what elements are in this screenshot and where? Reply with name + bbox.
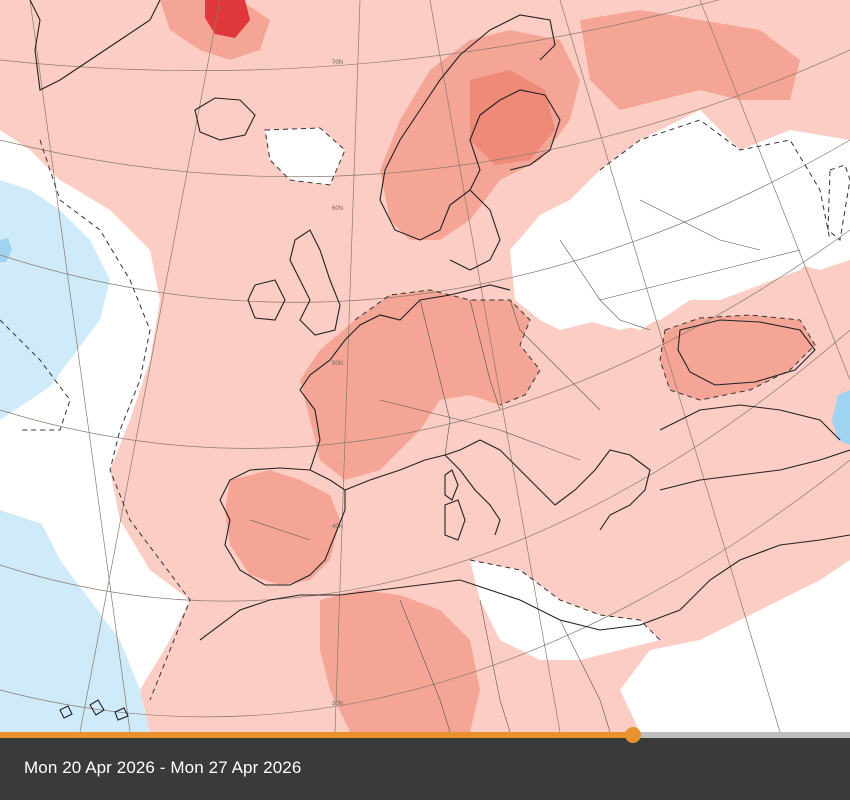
date-range-label: Mon 20 Apr 2026 - Mon 27 Apr 2026 [24, 758, 302, 777]
coastlines [29, 0, 850, 721]
timeline-slider-fill [0, 732, 634, 738]
anomaly-shading [0, 0, 850, 732]
warm-anomaly-russia-north [580, 10, 800, 110]
neutral-area-east [545, 120, 830, 330]
cool-anomaly-atlantic [0, 180, 110, 440]
cool-anomaly-atlantic-south [0, 490, 150, 732]
timeline-slider-track[interactable] [0, 727, 850, 743]
warm-anomaly-iberia [225, 470, 340, 585]
neutral-area-iceland [265, 128, 345, 185]
graticule [0, 0, 850, 732]
latitude-labels: 70N 60N 50N 40N 30N [332, 60, 343, 707]
anomaly-map: 70N 60N 50N 40N 30N [0, 0, 850, 732]
lat-label-50n: 50N [332, 361, 343, 367]
neutral-area-north-africa [470, 560, 660, 660]
lat-label-40n: 40N [332, 524, 343, 530]
lat-label-60n: 60N [332, 206, 343, 212]
cool-anomaly-east [832, 390, 850, 445]
warm-anomaly-north-africa [320, 590, 480, 732]
warm-anomaly-western-europe [300, 290, 540, 480]
anomaly-contours [0, 119, 850, 701]
warm-anomaly-greenland-extreme [205, 0, 250, 38]
warm-anomaly-black-sea [660, 315, 815, 400]
lat-label-30n: 30N [332, 701, 343, 707]
lat-label-70n: 70N [332, 60, 343, 66]
country-borders [249, 199, 801, 732]
timeline-slider-thumb[interactable] [625, 727, 642, 743]
warm-anomaly-finland [470, 70, 555, 165]
timeline-control-bar: Mon 20 Apr 2026 - Mon 27 Apr 2026 [0, 727, 850, 800]
